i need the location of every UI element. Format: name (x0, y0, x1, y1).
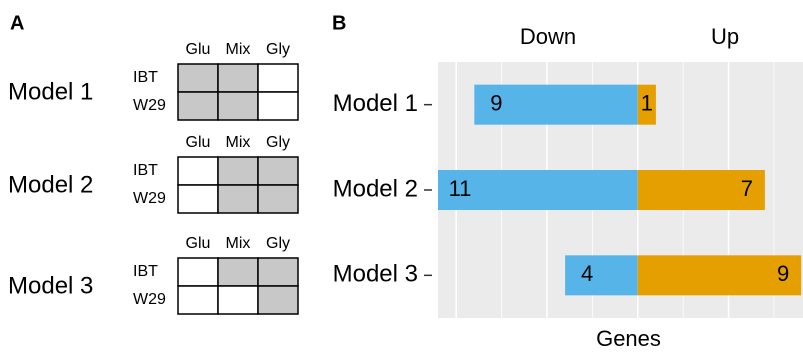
column-label: Glu (186, 235, 211, 252)
value-label: 7 (741, 176, 753, 201)
grid-cell (217, 285, 259, 315)
model-label: Model 3 (8, 272, 93, 299)
grid-cell (257, 91, 299, 121)
grid-cell (257, 156, 299, 186)
model-label: Model 2 (8, 171, 93, 198)
grid-cell (217, 156, 259, 186)
grid-cell (257, 184, 299, 214)
column-label: Glu (186, 134, 211, 151)
header: Down (520, 24, 576, 49)
column-label: Gly (266, 134, 290, 151)
bar (474, 84, 638, 125)
grid-cell (257, 63, 299, 93)
grid-cell (257, 285, 299, 315)
column-label: Mix (226, 41, 251, 58)
column-label: Glu (186, 41, 211, 58)
row-label: IBT (133, 162, 158, 179)
value-label: 11 (449, 176, 472, 201)
row-label: W29 (133, 291, 166, 308)
grid-cell (177, 91, 219, 121)
column-label: Gly (266, 41, 290, 58)
panel-label: B (332, 12, 346, 34)
grid-cell (177, 285, 219, 315)
value-label: 9 (777, 261, 789, 286)
y-tick-label: Model 1 (333, 90, 418, 117)
grid-cell (177, 184, 219, 214)
grid-cell (217, 91, 259, 121)
panel-label: A (10, 12, 24, 34)
column-label: Gly (266, 235, 290, 252)
y-tick-label: Model 3 (333, 261, 418, 288)
grid-cell (177, 156, 219, 186)
column-label: Mix (226, 134, 251, 151)
grid-cell (217, 184, 259, 214)
x-axis-label: Genes (596, 326, 661, 351)
bar (438, 170, 638, 210)
grid-cell (217, 257, 259, 287)
grid-cell (177, 257, 219, 287)
model-label: Model 1 (8, 78, 93, 105)
row-label: IBT (133, 69, 158, 86)
grid-cell (177, 63, 219, 93)
y-tick-label: Model 2 (333, 175, 418, 202)
grid-cell (257, 257, 299, 287)
column-label: Mix (226, 235, 251, 252)
value-label: 9 (490, 90, 502, 115)
value-label: 1 (641, 90, 653, 115)
bar (637, 84, 656, 125)
value-label: 4 (581, 261, 593, 286)
bar (565, 255, 638, 296)
bar (637, 170, 765, 210)
bar (637, 255, 802, 296)
row-label: W29 (133, 190, 166, 207)
row-label: W29 (133, 97, 166, 114)
row-label: IBT (133, 263, 158, 280)
grid-cell (217, 63, 259, 93)
header: Up (711, 24, 739, 49)
